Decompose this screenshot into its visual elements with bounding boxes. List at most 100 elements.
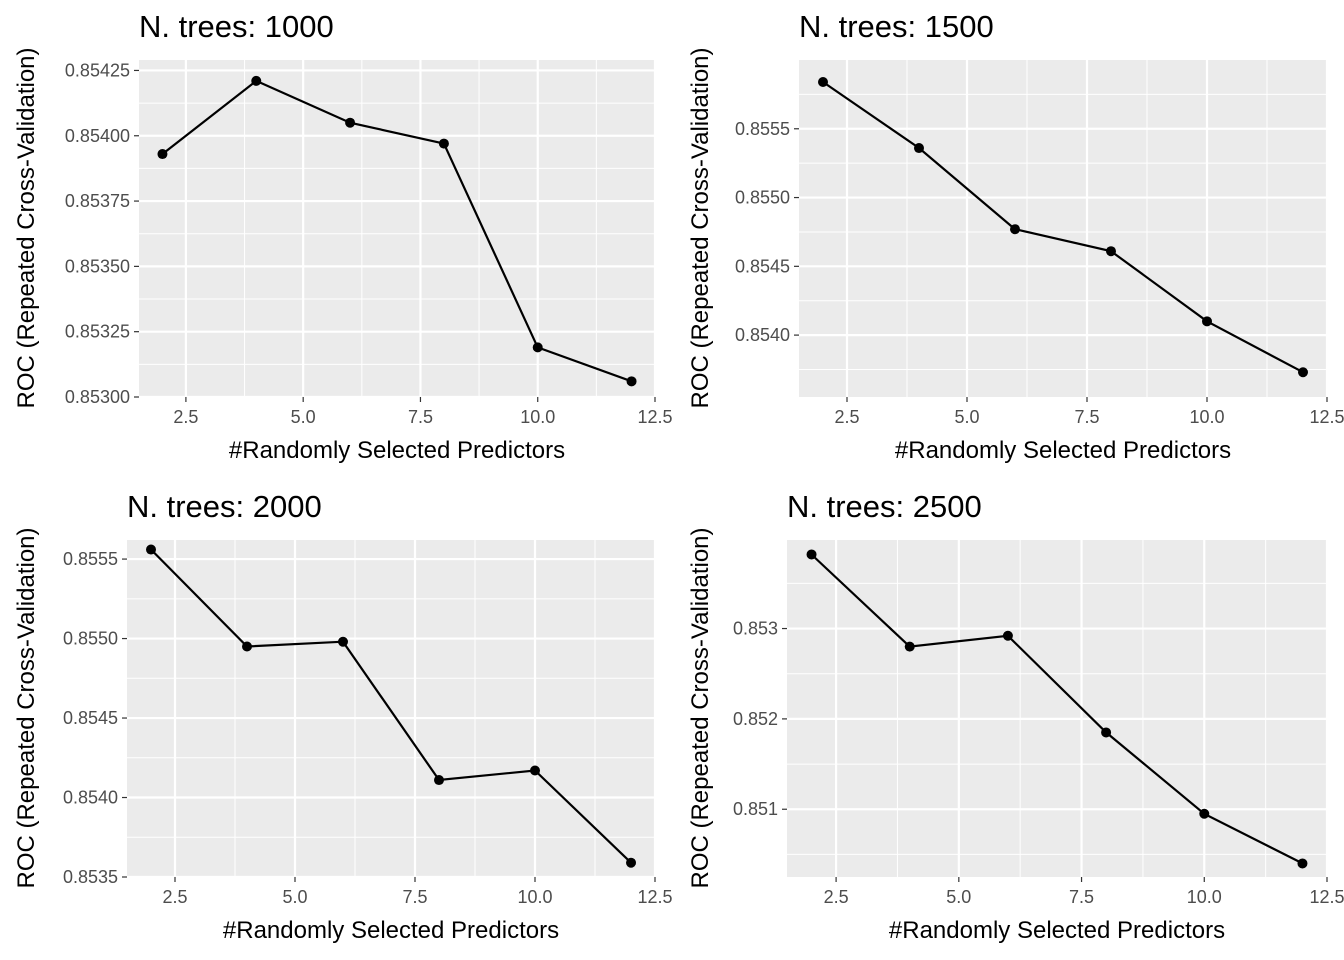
series-polyline bbox=[150, 548, 632, 864]
data-point bbox=[438, 138, 449, 149]
data-point bbox=[904, 641, 915, 652]
y-tick-label: 0.85425 bbox=[65, 60, 130, 80]
plot-panel bbox=[127, 540, 655, 877]
chart-panel-3: N. trees: 2000 2.5 5.0 7.5 10.0 12.5 0.85350… bbox=[13, 489, 673, 944]
data-point bbox=[1297, 858, 1308, 869]
data-point bbox=[1106, 246, 1116, 257]
x-tick-label: 12.5 bbox=[637, 407, 672, 427]
series-line bbox=[806, 549, 1308, 869]
x-tick-label: 12.5 bbox=[1309, 887, 1344, 907]
y-tick-label: 0.8545 bbox=[735, 256, 790, 276]
y-tick-label: 0.852 bbox=[733, 709, 778, 729]
panel-title: N. trees: 1500 bbox=[799, 9, 994, 44]
x-axis-ticks: 2.5 5.0 7.5 10.0 12.5 bbox=[173, 397, 673, 427]
gridlines bbox=[139, 60, 657, 399]
gridlines bbox=[787, 540, 1329, 877]
series-polyline bbox=[822, 81, 1304, 374]
x-tick-label: 7.5 bbox=[1069, 887, 1094, 907]
x-tick-label: 12.5 bbox=[1309, 407, 1344, 427]
series-line bbox=[146, 544, 636, 868]
y-tick-label: 0.85300 bbox=[65, 387, 130, 407]
data-point bbox=[532, 342, 543, 353]
y-axis-ticks: 0.8535 0.8540 0.8545 0.8550 0.8555 bbox=[63, 549, 127, 887]
x-tick-label: 10.0 bbox=[520, 407, 555, 427]
chart-panel-2: N. trees: 1500 2.5 5.0 7.5 10.0 12.5 0.85400… bbox=[687, 9, 1344, 464]
data-point bbox=[251, 75, 262, 86]
data-point bbox=[626, 857, 636, 868]
data-point bbox=[242, 641, 252, 652]
data-point bbox=[818, 77, 828, 88]
data-point bbox=[1010, 224, 1020, 235]
panel-title: N. trees: 2500 bbox=[787, 489, 982, 524]
y-tick-label: 0.8550 bbox=[735, 188, 790, 208]
x-axis-label: #Randomly Selected Predictors bbox=[895, 437, 1231, 464]
data-point bbox=[1101, 727, 1112, 738]
data-point bbox=[345, 117, 356, 128]
panel-title: N. trees: 2000 bbox=[127, 489, 322, 524]
x-axis-ticks: 2.5 5.0 7.5 10.0 12.5 bbox=[824, 877, 1344, 907]
y-tick-label: 0.8540 bbox=[735, 325, 790, 345]
series-polyline bbox=[161, 79, 632, 383]
series-line bbox=[818, 77, 1308, 378]
x-tick-label: 5.0 bbox=[946, 887, 971, 907]
x-axis-label: #Randomly Selected Predictors bbox=[889, 917, 1225, 944]
x-tick-label: 2.5 bbox=[834, 407, 859, 427]
y-tick-label: 0.8555 bbox=[735, 119, 790, 139]
x-tick-label: 10.0 bbox=[1187, 887, 1222, 907]
chart-panel-4: N. trees: 2500 2.5 5.0 7.5 10.0 12.5 0.8510.… bbox=[687, 489, 1344, 944]
data-point bbox=[157, 149, 168, 160]
y-tick-label: 0.853 bbox=[733, 619, 778, 639]
data-point bbox=[434, 775, 444, 786]
y-axis-label: ROC (Repeated Cross-Validation) bbox=[687, 47, 714, 408]
data-point bbox=[806, 549, 817, 560]
x-tick-label: 7.5 bbox=[402, 887, 427, 907]
x-tick-label: 5.0 bbox=[954, 407, 979, 427]
x-tick-label: 5.0 bbox=[291, 407, 316, 427]
x-tick-label: 7.5 bbox=[1074, 407, 1099, 427]
y-axis-label: ROC (Repeated Cross-Validation) bbox=[13, 47, 40, 408]
x-tick-label: 10.0 bbox=[517, 887, 552, 907]
y-tick-label: 0.851 bbox=[733, 799, 778, 819]
plot-panel bbox=[139, 60, 655, 397]
y-tick-label: 0.85400 bbox=[65, 126, 130, 146]
y-axis-ticks: 0.8540 0.8545 0.8550 0.8555 bbox=[735, 119, 799, 345]
chart-panel-1: N. trees: 1000 2.5 5.0 7.5 10.0 12.5 0.85300… bbox=[13, 9, 673, 464]
y-tick-label: 0.85325 bbox=[65, 322, 130, 342]
y-tick-label: 0.8540 bbox=[63, 788, 118, 808]
data-point bbox=[1298, 367, 1308, 378]
x-tick-label: 2.5 bbox=[824, 887, 849, 907]
data-point bbox=[146, 544, 156, 555]
y-axis-label: ROC (Repeated Cross-Validation) bbox=[13, 527, 40, 888]
data-point bbox=[530, 765, 540, 776]
x-tick-label: 2.5 bbox=[173, 407, 198, 427]
y-axis-ticks: 0.85300 0.85325 0.85350 0.85375 0.85400 0.854… bbox=[65, 60, 139, 407]
x-axis-ticks: 2.5 5.0 7.5 10.0 12.5 bbox=[162, 877, 673, 907]
gridlines bbox=[127, 540, 657, 879]
x-axis-label: #Randomly Selected Predictors bbox=[229, 437, 565, 464]
data-point bbox=[1002, 630, 1013, 641]
plot-panel bbox=[799, 60, 1327, 397]
x-axis-ticks: 2.5 5.0 7.5 10.0 12.5 bbox=[834, 397, 1344, 427]
x-tick-label: 12.5 bbox=[637, 887, 672, 907]
x-tick-label: 10.0 bbox=[1189, 407, 1224, 427]
gridlines bbox=[799, 60, 1329, 397]
data-point bbox=[1199, 808, 1210, 819]
x-tick-label: 2.5 bbox=[162, 887, 187, 907]
series-line bbox=[157, 75, 637, 387]
y-axis-label: ROC (Repeated Cross-Validation) bbox=[687, 527, 714, 888]
y-axis-ticks: 0.851 0.852 0.853 bbox=[733, 619, 787, 819]
data-point bbox=[338, 636, 348, 647]
y-tick-label: 0.8555 bbox=[63, 549, 118, 569]
y-tick-label: 0.8545 bbox=[63, 708, 118, 728]
data-point bbox=[914, 143, 924, 154]
y-tick-label: 0.85350 bbox=[65, 256, 130, 276]
x-tick-label: 7.5 bbox=[408, 407, 433, 427]
series-polyline bbox=[810, 553, 1303, 865]
y-tick-label: 0.85375 bbox=[65, 191, 130, 211]
plot-panel bbox=[787, 540, 1327, 877]
panel-title: N. trees: 1000 bbox=[139, 9, 334, 44]
data-point bbox=[1202, 316, 1212, 327]
y-tick-label: 0.8550 bbox=[63, 629, 118, 649]
x-tick-label: 5.0 bbox=[282, 887, 307, 907]
